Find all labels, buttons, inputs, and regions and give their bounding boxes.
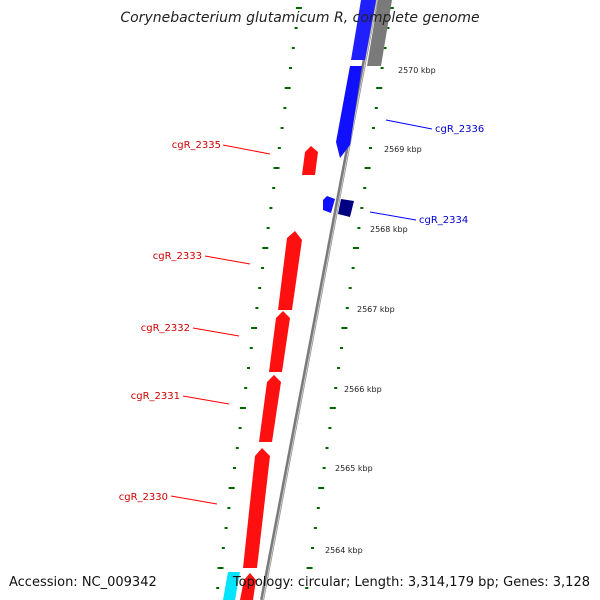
feature-cyan-partial[interactable] (223, 572, 240, 600)
feature-gray-partial[interactable] (367, 0, 392, 66)
gene-arrow-cgR_2335[interactable] (302, 146, 318, 175)
leader-line-cgR_2336 (385, 119, 433, 130)
ruler-label: 2564 kbp (325, 546, 363, 555)
leader-line-cgR_2334 (369, 211, 417, 221)
gene-label-cgR_2330[interactable]: cgR_2330 (119, 492, 168, 503)
scale-ticks (216, 7, 394, 589)
feature-blue-partial-top[interactable] (351, 0, 376, 60)
ruler-label: 2565 kbp (335, 464, 373, 473)
ruler-label: 2566 kbp (344, 385, 382, 394)
gene-label-cgR_2334[interactable]: cgR_2334 (419, 215, 468, 226)
gene-arrow-cgR_2330[interactable] (243, 448, 270, 568)
ruler-label: 2567 kbp (357, 305, 395, 314)
gene-arrow-cgR_2331[interactable] (259, 375, 281, 442)
leader-line-cgR_2332 (192, 327, 240, 337)
leader-line-cgR_2330 (170, 495, 218, 505)
leader-line-cgR_2333 (204, 255, 251, 265)
ruler-label: 2570 kbp (398, 66, 436, 75)
ruler-label: 2569 kbp (384, 145, 422, 154)
gene-arrow-cgR_2334-b[interactable] (338, 199, 354, 217)
gene-arrow-cgR_2332[interactable] (269, 311, 290, 372)
ruler-label: 2568 kbp (370, 225, 408, 234)
leader-line-cgR_2331 (182, 395, 230, 405)
gene-label-cgR_2335[interactable]: cgR_2335 (172, 140, 221, 151)
backbone-line (260, 0, 378, 600)
genome-summary-text: Topology: circular; Length: 3,314,179 bp… (232, 575, 590, 590)
gene-label-cgR_2333[interactable]: cgR_2333 (153, 251, 202, 262)
leader-line-cgR_2335 (222, 144, 271, 155)
gene-label-cgR_2332[interactable]: cgR_2332 (141, 323, 190, 334)
accession-text: Accession: NC_009342 (9, 575, 157, 590)
gene-arrow-partial-bottom[interactable] (240, 573, 256, 600)
gene-arrow-cgR_2334[interactable] (323, 196, 335, 213)
gene-label-cgR_2331[interactable]: cgR_2331 (131, 391, 180, 402)
gene-label-cgR_2336[interactable]: cgR_2336 (435, 124, 484, 135)
gene-arrow-cgR_2333[interactable] (278, 231, 302, 310)
backbone-line-highlight (262, 0, 378, 600)
genome-title: Corynebacterium glutamicum R, complete g… (120, 10, 480, 26)
gene-arrow-cgR_2336[interactable] (336, 66, 362, 158)
